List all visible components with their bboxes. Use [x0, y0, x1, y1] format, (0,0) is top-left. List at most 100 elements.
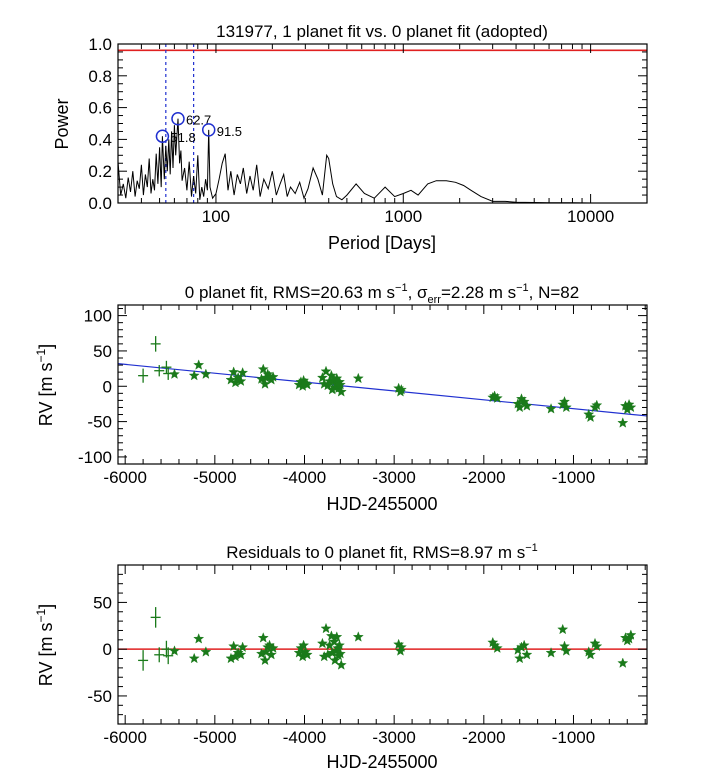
- x-tick-label-1: -5000: [193, 468, 236, 487]
- y-tick-label-2: 0.4: [88, 130, 112, 149]
- data-point-21: [298, 639, 310, 651]
- data-point-38: [334, 379, 346, 390]
- data-point-55: [560, 401, 572, 413]
- x-tick-label-4: -2000: [462, 728, 505, 747]
- data-point-26: [320, 365, 332, 377]
- x-tick-label-1: -5000: [193, 728, 236, 747]
- periodogram-panel: 131977, 1 planet fit vs. 0 planet fit (a…: [52, 22, 648, 253]
- y-tick-label-5: 1.0: [88, 35, 112, 54]
- y-tick-label-2: 50: [93, 593, 112, 612]
- data-point-37: [333, 639, 345, 651]
- residuals-frame: [117, 564, 648, 725]
- x-tick-label-3: -3000: [372, 468, 415, 487]
- peak-marker-0: [155, 129, 170, 143]
- data-point-24: [316, 637, 328, 649]
- data-point-29: [325, 369, 337, 381]
- data-point-8: [235, 649, 247, 660]
- data-point-12: [259, 654, 271, 666]
- data-point-17: [267, 371, 279, 382]
- data-point-50: [518, 396, 530, 407]
- y-tick-label-1: 0.2: [88, 162, 112, 181]
- peak-label-2: 91.5: [217, 124, 242, 139]
- data-point-43: [395, 384, 407, 395]
- data-point-39: [335, 386, 347, 397]
- y-tick-label-3: 50: [93, 342, 112, 361]
- data-point-0: [169, 368, 180, 379]
- y-tick-label-4: 100: [84, 307, 112, 326]
- data-point-50: [518, 639, 530, 651]
- y-tick-label-0: 0.0: [88, 194, 112, 213]
- data-point-51: [521, 649, 533, 660]
- data-point-57: [585, 649, 596, 660]
- y-tick-label-2: 0: [103, 377, 112, 396]
- peak-label-0: 51.8: [170, 130, 195, 145]
- data-point-0: [169, 645, 180, 656]
- data-point-17: [267, 642, 279, 653]
- data-point-1: [188, 652, 200, 664]
- data-point-52: [545, 647, 557, 658]
- data-point-59: [591, 640, 603, 652]
- data-point-55: [560, 645, 572, 656]
- data-point-51: [521, 400, 533, 411]
- y-tick-label-1: 0: [103, 640, 112, 659]
- residuals-title: Residuals to 0 planet fit, RMS=8.97 m s−…: [226, 542, 538, 562]
- data-point-23: [301, 649, 313, 660]
- data-point-9: [237, 367, 249, 378]
- data-point-34: [331, 631, 343, 642]
- data-point-64: [625, 629, 637, 640]
- rv-title: 0 planet fit, RMS=20.63 m s−1, σerr=2.28…: [185, 282, 579, 306]
- data-point-53: [557, 623, 569, 635]
- rv-panel: 0 planet fit, RMS=20.63 m s−1, σerr=2.28…: [34, 282, 648, 514]
- data-point-29: [325, 630, 337, 641]
- x-tick-label-4: -2000: [462, 468, 505, 487]
- data-point-23: [301, 379, 313, 390]
- data-point-40: [352, 631, 364, 642]
- data-point-1: [188, 369, 200, 381]
- data-point-4: [225, 374, 237, 385]
- power-series-line: [117, 118, 647, 204]
- periodogram-title: 131977, 1 planet fit vs. 0 planet fit (a…: [216, 22, 548, 41]
- x-tick-label-2: -4000: [283, 728, 326, 747]
- residuals-panel: Residuals to 0 planet fit, RMS=8.97 m s−…: [34, 542, 648, 772]
- rv-xlabel: HJD-2455000: [326, 494, 437, 514]
- data-point-38: [334, 648, 346, 659]
- rv-frame: [117, 304, 648, 465]
- data-point-43: [395, 641, 407, 652]
- peak-marker-1: [171, 111, 185, 126]
- data-point-11: [257, 632, 269, 643]
- x-tick-label-0: 100: [202, 207, 230, 226]
- data-point-16: [265, 649, 277, 660]
- data-point-32: [329, 654, 341, 666]
- data-point-42: [394, 645, 406, 656]
- x-tick-label-1: 1000: [384, 207, 422, 226]
- y-tick-label-3: 0.6: [88, 99, 112, 118]
- x-tick-label-2: 10000: [567, 207, 614, 226]
- data-point-60: [617, 657, 629, 668]
- data-point-26: [320, 622, 332, 634]
- data-point-3: [200, 368, 212, 379]
- rv-ylabel: RV [m s−1]: [34, 344, 56, 426]
- data-point-40: [352, 372, 364, 384]
- data-point-3: [200, 646, 212, 657]
- data-point-54: [559, 640, 570, 652]
- peak-label-1: 62.7: [186, 113, 211, 128]
- x-tick-label-2: -4000: [283, 468, 326, 487]
- data-point-39: [335, 659, 347, 670]
- data-point-60: [617, 417, 629, 428]
- x-tick-label-5: -1000: [552, 468, 595, 487]
- data-point-46: [491, 392, 503, 403]
- periodogram-xlabel: Period [Days]: [328, 233, 436, 253]
- data-point-11: [257, 363, 269, 374]
- data-point-48: [514, 652, 526, 664]
- data-point-2: [193, 633, 205, 644]
- y-tick-label-4: 0.8: [88, 67, 112, 86]
- peak-marker-2: [201, 123, 216, 137]
- data-point-46: [491, 642, 503, 653]
- x-tick-label-5: -1000: [552, 728, 595, 747]
- periodogram-ylabel: Power: [52, 98, 72, 149]
- data-point-5: [228, 366, 240, 377]
- data-point-54: [559, 396, 570, 407]
- y-tick-label-1: -50: [87, 413, 112, 432]
- residuals-ylabel: RV [m s−1]: [34, 604, 56, 686]
- x-tick-label-0: -6000: [103, 468, 146, 487]
